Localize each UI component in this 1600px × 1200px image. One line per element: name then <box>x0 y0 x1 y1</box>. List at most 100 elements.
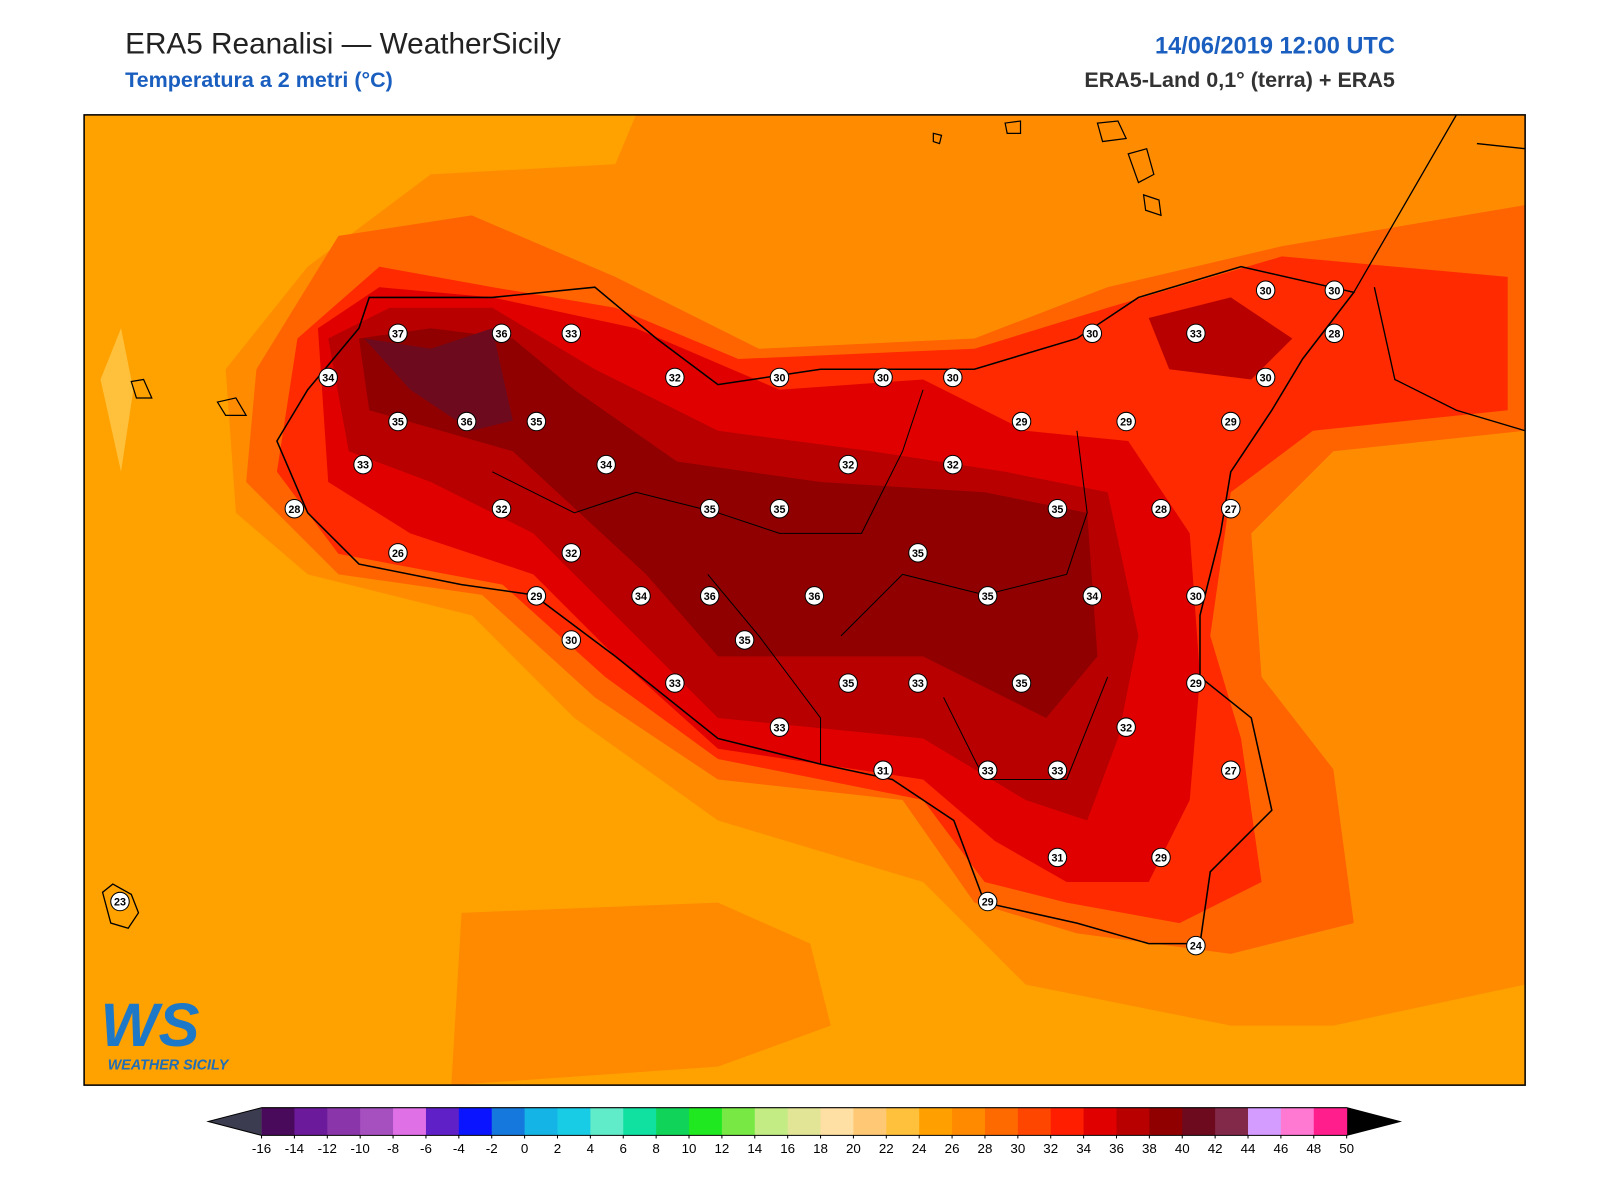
colorbar-tick-label: 4 <box>587 1141 595 1156</box>
colorbar-tick-label: -8 <box>387 1141 399 1156</box>
station-marker <box>1082 586 1103 606</box>
station-marker <box>908 673 928 693</box>
station-marker <box>1324 323 1345 344</box>
station-marker <box>526 586 547 606</box>
station-marker <box>110 891 130 912</box>
station-value: 35 <box>912 548 924 560</box>
station-value: 29 <box>530 591 542 603</box>
colorbar-tick-label: 40 <box>1175 1141 1190 1156</box>
station-marker <box>1047 498 1068 519</box>
station-marker <box>388 543 408 563</box>
colorbar-tick-label: -10 <box>351 1141 370 1156</box>
station-value: 31 <box>1051 853 1063 865</box>
station-marker <box>665 367 685 388</box>
station-value: 32 <box>947 460 959 472</box>
station-marker <box>700 498 720 519</box>
station-value: 30 <box>1328 285 1340 297</box>
station-value: 30 <box>1260 373 1272 385</box>
station-marker <box>665 673 685 693</box>
colorbar-tick-label: 44 <box>1241 1141 1256 1156</box>
station-value: 35 <box>1051 504 1063 516</box>
station-value: 33 <box>1190 328 1202 340</box>
station-value: 30 <box>1190 591 1202 603</box>
colorbar-segment <box>1313 1107 1348 1136</box>
station-value: 33 <box>357 460 369 472</box>
source: ERA5-Land 0,1° (terra) + ERA5 <box>1084 68 1395 92</box>
station-marker <box>596 454 616 475</box>
station-value: 32 <box>669 373 681 385</box>
station-value: 33 <box>912 678 924 690</box>
colorbar-segment <box>754 1107 789 1136</box>
station-value: 34 <box>1086 591 1098 603</box>
colorbar-tick-label: 24 <box>912 1141 927 1156</box>
colorbar-tick-label: -6 <box>420 1141 432 1156</box>
station-value: 26 <box>392 548 404 560</box>
station-value: 32 <box>1120 722 1132 734</box>
station-marker <box>943 367 963 388</box>
station-value: 37 <box>392 328 404 340</box>
station-value: 36 <box>808 591 820 603</box>
colorbar-tick-label: 30 <box>1010 1141 1025 1156</box>
station-marker <box>1047 847 1068 868</box>
station-marker <box>1011 411 1032 432</box>
colorbar-tick-label: -12 <box>318 1141 337 1156</box>
colorbar-tick-label: 48 <box>1306 1141 1321 1156</box>
colorbar-tick-label: 50 <box>1339 1141 1354 1156</box>
station-value: 34 <box>635 591 647 603</box>
station-marker <box>1255 280 1276 300</box>
station-marker <box>838 454 858 475</box>
station-marker <box>1116 411 1136 432</box>
station-value: 29 <box>1155 853 1167 865</box>
station-value: 30 <box>877 373 889 385</box>
station-marker <box>1186 673 1206 693</box>
colorbar-segment <box>853 1107 887 1136</box>
station-value: 36 <box>461 417 473 429</box>
station-value: 35 <box>842 678 854 690</box>
station-labels: 37 36 33 34 32 30 30 30 30 33 30 30 28 30 35 36 35 29 29 29… <box>110 280 1345 956</box>
station-value: 36 <box>496 328 508 340</box>
station-value: 34 <box>600 460 612 472</box>
station-value: 35 <box>739 635 751 647</box>
station-marker <box>1186 935 1206 956</box>
station-value: 36 <box>704 591 716 603</box>
station-value: 32 <box>496 504 508 516</box>
colorbar-tick-label: 2 <box>554 1141 561 1156</box>
station-marker <box>561 323 582 344</box>
colorbar-over <box>1346 1107 1400 1136</box>
station-value: 29 <box>1016 417 1028 429</box>
station-value: 28 <box>1155 504 1167 516</box>
station-marker <box>1324 280 1345 300</box>
colorbar-segment <box>590 1107 624 1136</box>
station-marker <box>388 411 408 432</box>
station-value: 32 <box>565 548 577 560</box>
colorbar-segment <box>689 1107 723 1136</box>
colorbar-tick-label: 0 <box>521 1141 528 1156</box>
station-value: 30 <box>1260 285 1272 297</box>
colorbar-tick-label: 20 <box>846 1141 861 1156</box>
colorbar-tick-label: 36 <box>1109 1141 1124 1156</box>
colorbar-segment <box>491 1107 526 1136</box>
colorbar-segment <box>656 1107 690 1136</box>
colorbar-segment <box>393 1107 427 1136</box>
colorbar-segment <box>1116 1107 1150 1136</box>
colorbar-segment <box>524 1107 558 1136</box>
colorbar-tick-label: 12 <box>714 1141 729 1156</box>
station-value: 34 <box>322 373 334 385</box>
station-value: 28 <box>1328 328 1340 340</box>
station-marker <box>977 760 998 780</box>
logo-text: WEATHER SICILY <box>108 1058 230 1074</box>
station-marker <box>1116 717 1136 737</box>
colorbar-segment <box>919 1107 953 1136</box>
colorbar-tick-label: 10 <box>682 1141 697 1156</box>
colorbar-tick-label: -16 <box>252 1141 271 1156</box>
station-marker <box>526 411 547 432</box>
station-value: 27 <box>1225 765 1237 777</box>
station-value: 35 <box>1016 678 1028 690</box>
logo-mark: WS <box>101 991 200 1060</box>
station-marker <box>734 630 755 650</box>
station-value: 30 <box>1086 328 1098 340</box>
station-value: 31 <box>877 765 889 777</box>
station-value: 29 <box>1120 417 1132 429</box>
colorbar-segment <box>1215 1107 1249 1136</box>
